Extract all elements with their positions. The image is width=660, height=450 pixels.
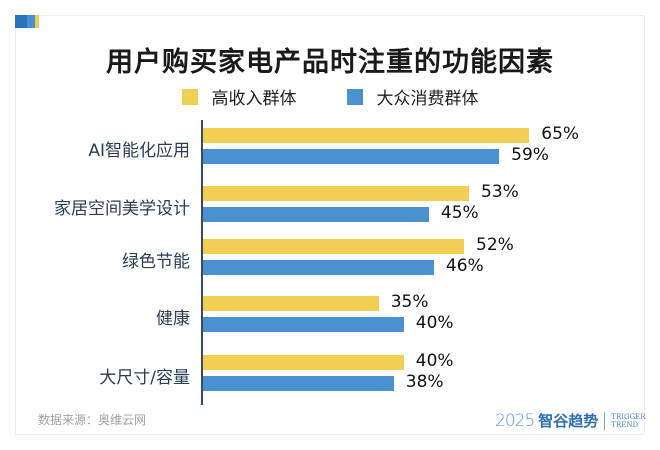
logo-divider [604,411,606,430]
legend-item-high-income: 高收入群体 [181,84,297,109]
legend: 高收入群体 大众消费群体 [0,84,660,109]
bar-high-income [203,239,465,254]
legend-label: 高收入群体 [211,89,297,109]
value-label: 52% [476,235,514,255]
category-label: 绿色节能 [122,252,190,272]
bar-mass-consumer [203,207,429,222]
category-label: 家居空间美学设计 [54,199,190,219]
legend-item-mass-consumer: 大众消费群体 [346,84,479,109]
value-label: 40% [415,313,454,333]
logo-name: 智谷趋势 [538,412,599,430]
value-label: 53% [481,182,519,202]
value-label: 38% [405,372,444,392]
legend-swatch-high-income [181,88,198,105]
bar-mass-consumer [203,260,434,275]
bar-high-income [203,296,379,311]
category-label: 健康 [156,309,190,329]
value-label: 45% [440,203,479,223]
value-label: 59% [511,145,549,165]
value-label: 35% [390,292,429,312]
bar-high-income [203,355,404,370]
category-label: AI智能化应用 [88,141,190,161]
category-label: 大尺寸/容量 [99,368,190,388]
bar-high-income [203,186,470,201]
bar-mass-consumer [203,376,394,391]
corner-accent [15,15,39,28]
bar-mass-consumer [203,149,500,164]
value-label: 65% [541,124,580,144]
value-label: 46% [445,256,484,276]
logo-year: 2025 [495,410,535,431]
brand-logo: 2025 智谷趋势 TRIGGER TREND [495,410,646,431]
y-axis-line [201,120,203,405]
chart-title: 用户购买家电产品时注重的功能因素 [106,47,554,78]
bar-high-income [203,128,530,143]
legend-label: 大众消费群体 [376,89,479,109]
bar-mass-consumer [203,317,404,332]
logo-english: TRIGGER TREND [611,412,646,429]
value-label: 40% [415,351,454,371]
data-source: 数据来源：奥维云网 [38,413,147,427]
legend-swatch-mass-consumer [346,88,363,105]
